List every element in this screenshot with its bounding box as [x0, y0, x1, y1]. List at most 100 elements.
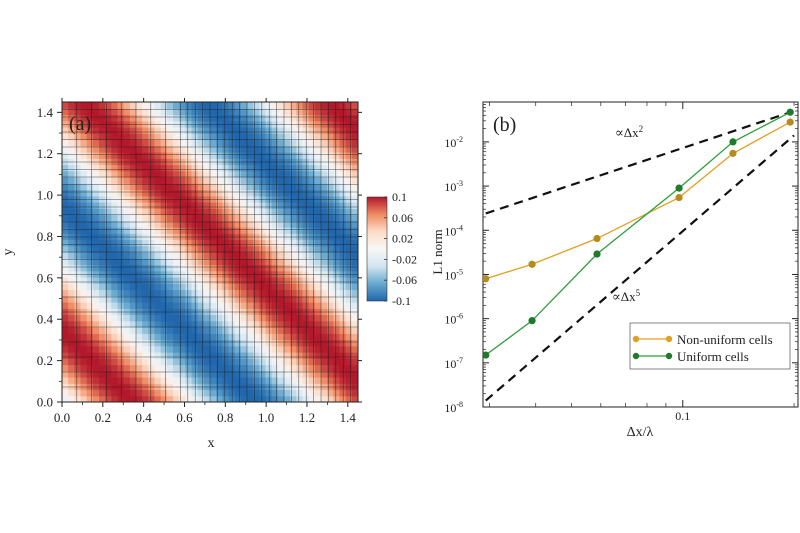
heatmap-cell: [166, 127, 174, 134]
heatmap-cell: [351, 333, 358, 341]
heatmap-cell: [179, 170, 186, 178]
heatmap-cell: [154, 133, 162, 141]
heatmap-cell: [345, 208, 353, 216]
heatmap-cell: [339, 214, 347, 222]
heatmap-cell: [80, 189, 88, 197]
heatmap-cell: [271, 139, 279, 147]
heatmap-cell: [351, 352, 358, 359]
heatmap-cell: [74, 158, 82, 166]
heatmap-cell: [290, 320, 297, 328]
heatmap-cell: [80, 139, 88, 147]
heatmap-cell: [345, 202, 353, 209]
heatmap-cell: [68, 283, 75, 291]
heatmap-cell: [240, 327, 248, 334]
heatmap-cell: [136, 295, 143, 303]
heatmap-cell: [173, 327, 180, 334]
heatmap-cell: [216, 158, 223, 166]
heatmap-cell: [290, 377, 297, 384]
heatmap-cell: [265, 308, 273, 316]
heatmap-cell: [129, 120, 137, 128]
heatmap-cell: [191, 358, 199, 366]
heatmap-cell: [277, 277, 285, 284]
heatmap-cell: [253, 258, 260, 266]
heatmap-cell: [296, 245, 304, 253]
heatmap-cell: [290, 264, 297, 272]
heatmap-cell: [68, 152, 75, 159]
heatmap-cell: [74, 227, 82, 234]
heatmap-cell: [179, 177, 186, 184]
heatmap-cell: [284, 245, 291, 253]
heatmap-cell: [173, 245, 180, 253]
heatmap-cell: [148, 277, 156, 284]
heatmap-cell: [302, 214, 310, 222]
heatmap-mesh-grid: [62, 102, 358, 402]
heatmap-cell: [240, 320, 248, 328]
heatmap-cell: [314, 164, 322, 172]
heatmap-cell: [345, 370, 353, 378]
heatmap-cell: [62, 252, 69, 259]
heatmap-cell: [62, 195, 69, 203]
heatmap-cell: [210, 389, 217, 397]
heatmap-cell: [185, 202, 193, 209]
heatmap-cell: [166, 208, 174, 216]
heatmap-cell: [290, 127, 297, 134]
heatmap-cell: [154, 220, 162, 228]
heatmap-cell: [290, 177, 297, 184]
heatmap-cell: [179, 277, 186, 284]
heatmap-cell: [191, 277, 199, 284]
heatmap-cell: [314, 358, 322, 366]
heatmap-cell: [105, 183, 112, 191]
heatmap-cell: [74, 308, 82, 316]
heatmap-cell: [136, 102, 143, 109]
heatmap-cell: [62, 227, 69, 234]
heatmap-cell: [333, 283, 341, 291]
heatmap-cell: [203, 252, 211, 259]
heatmap-cell: [185, 183, 193, 191]
heatmap-cell: [68, 339, 75, 347]
heatmap-cell: [240, 183, 248, 191]
heatmap-cell: [216, 102, 223, 109]
heatmap-cell: [234, 183, 242, 191]
heatmap-cell: [68, 233, 75, 241]
heatmap-cell: [290, 108, 297, 116]
heatmap-cell: [228, 183, 236, 191]
heatmap-cell: [271, 389, 279, 397]
heatmap-cell: [191, 183, 199, 191]
heatmap-cell: [99, 164, 106, 172]
heatmap-cell: [68, 358, 75, 366]
heatmap-cell: [99, 264, 106, 272]
heatmap-cell: [129, 239, 137, 247]
heatmap-cell: [173, 345, 180, 353]
heatmap-cell: [321, 208, 328, 216]
heatmap-cell: [296, 220, 304, 228]
heatmap-cell: [74, 177, 82, 184]
heatmap-cell: [62, 202, 69, 209]
heatmap-cell: [92, 239, 100, 247]
heatmap-cell: [271, 283, 279, 291]
heatmap-cell: [308, 177, 316, 184]
heatmap-cell: [234, 245, 242, 253]
heatmap-cell: [123, 233, 131, 241]
heatmap-cell: [339, 395, 347, 402]
heatmap-cell: [253, 283, 260, 291]
heatmap-cell: [99, 389, 106, 397]
heatmap-cell: [80, 364, 88, 372]
heatmap-cell: [351, 133, 358, 141]
heatmap-cell: [308, 139, 316, 147]
x-tick-label: 1.4: [340, 410, 357, 425]
heatmap-cell: [247, 302, 254, 309]
heatmap-cell: [92, 389, 100, 397]
heatmap-cell: [345, 170, 353, 178]
heatmap-cell: [308, 295, 316, 303]
heatmap-cell: [271, 377, 279, 384]
heatmap-cell: [99, 208, 106, 216]
heatmap-cell: [234, 170, 242, 178]
heatmap-cell: [284, 270, 291, 278]
heatmap-cell: [117, 320, 125, 328]
heatmap-cell: [296, 214, 304, 222]
heatmap-cell: [191, 333, 199, 341]
heatmap-cell: [327, 233, 334, 241]
heatmap-cell: [216, 189, 223, 197]
heatmap-cell: [247, 327, 254, 334]
heatmap-cell: [68, 389, 75, 397]
